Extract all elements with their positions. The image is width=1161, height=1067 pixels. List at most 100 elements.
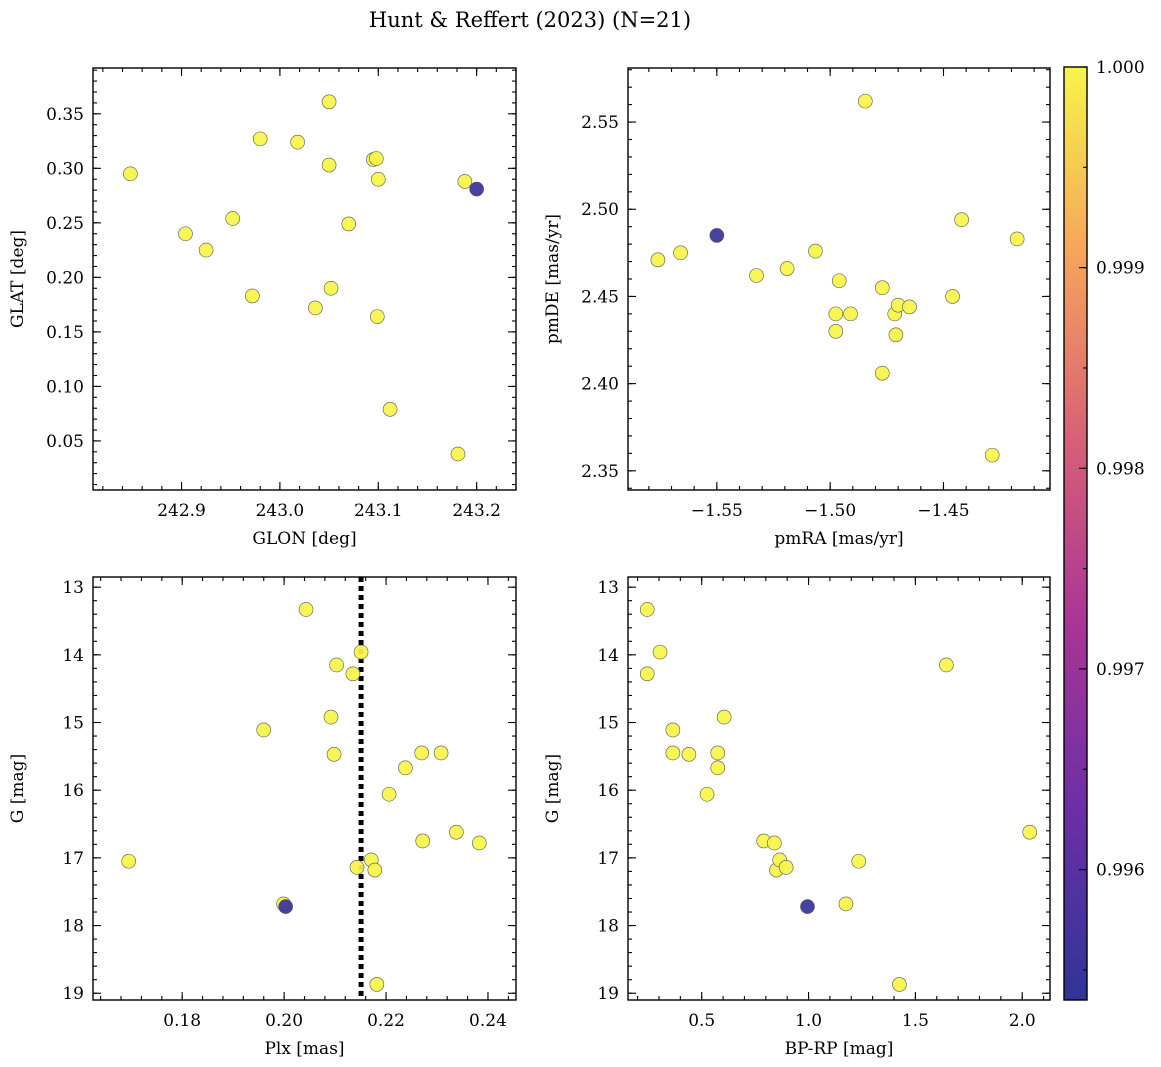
data-point bbox=[369, 151, 384, 166]
y-tick-label: 17 bbox=[597, 849, 619, 869]
y-tick-label: 18 bbox=[62, 917, 84, 937]
data-point bbox=[472, 835, 487, 851]
data-point bbox=[767, 835, 782, 851]
data-point bbox=[984, 447, 1000, 463]
y-tick-label: 14 bbox=[62, 646, 84, 666]
data-point bbox=[716, 709, 732, 725]
data-point bbox=[673, 245, 688, 261]
y-tick-label: 0.15 bbox=[46, 323, 84, 343]
y-tick-label: 19 bbox=[62, 984, 84, 1004]
colorbar-tick-label: 0.997 bbox=[1096, 660, 1145, 680]
y-axis-label: GLAT [deg] bbox=[8, 230, 28, 328]
y-tick-label: 19 bbox=[597, 984, 619, 1004]
data-point bbox=[123, 166, 138, 182]
data-point bbox=[710, 760, 726, 776]
x-axis-label: Plx [mas] bbox=[264, 1039, 344, 1059]
data-point bbox=[831, 273, 847, 289]
data-point bbox=[800, 899, 815, 914]
data-point bbox=[851, 853, 867, 869]
data-point bbox=[414, 745, 430, 761]
data-point bbox=[369, 977, 385, 992]
data-point bbox=[323, 709, 339, 725]
data-point bbox=[345, 666, 361, 682]
data-point bbox=[321, 94, 337, 110]
data-point bbox=[808, 243, 823, 259]
data-point bbox=[779, 261, 795, 276]
panel-3: 0.18 0.20 0.22 0.24 13 14 15 16 17 18 19 Plx [mas] G… bbox=[8, 576, 517, 1059]
y-tick-label: 0.05 bbox=[46, 432, 84, 452]
data-point bbox=[121, 853, 136, 869]
data-point bbox=[843, 306, 858, 322]
data-point bbox=[710, 745, 726, 761]
data-point bbox=[326, 747, 342, 762]
y-tick-label: 2.50 bbox=[581, 200, 619, 220]
y-tick-label: 0.30 bbox=[46, 159, 84, 179]
x-tick-label: 0.24 bbox=[469, 1011, 507, 1031]
y-tick-label: 17 bbox=[62, 849, 84, 869]
data-point bbox=[290, 134, 305, 150]
y-tick-label: 13 bbox=[62, 578, 84, 598]
data-point bbox=[369, 309, 385, 324]
colorbar-tick-label: 0.998 bbox=[1096, 459, 1145, 479]
data-point bbox=[1022, 824, 1038, 840]
colorbar-tick-label: 1.000 bbox=[1096, 58, 1145, 78]
axes-frame bbox=[92, 67, 517, 491]
data-point bbox=[828, 306, 844, 322]
colorbar-gradient bbox=[1064, 67, 1087, 1000]
data-point bbox=[323, 280, 339, 296]
data-point bbox=[298, 602, 314, 617]
data-point bbox=[415, 833, 431, 849]
x-axis-label: BP-RP [mag] bbox=[785, 1039, 894, 1059]
data-point bbox=[857, 93, 873, 109]
y-tick-label: 16 bbox=[597, 781, 619, 801]
data-point bbox=[954, 212, 969, 228]
data-point bbox=[709, 228, 725, 243]
y-tick-label: 15 bbox=[597, 714, 619, 734]
x-tick-label: 0.20 bbox=[265, 1011, 303, 1031]
y-tick-label: 13 bbox=[597, 578, 619, 598]
axes-frame bbox=[627, 67, 1051, 491]
data-point bbox=[469, 181, 484, 197]
data-point bbox=[902, 299, 917, 315]
data-point bbox=[639, 666, 655, 682]
y-tick-label: 2.40 bbox=[581, 375, 619, 395]
data-point bbox=[828, 324, 844, 339]
data-point bbox=[321, 157, 337, 173]
panel-4: 0.5 1.0 1.5 2.0 13 14 15 16 17 18 19 BP-RP [mag] G [… bbox=[543, 576, 1051, 1059]
x-tick-label: 2.0 bbox=[1009, 1011, 1036, 1031]
data-point bbox=[252, 131, 268, 147]
colorbar-tick-label: 0.996 bbox=[1096, 861, 1145, 881]
data-point bbox=[308, 300, 323, 316]
y-tick-label: 0.20 bbox=[46, 268, 84, 288]
panel-1: 242.9 243.0 243.1 243.2 0.05 0.10 0.15 0.20 0.25… bbox=[8, 67, 517, 549]
data-point bbox=[1009, 231, 1025, 247]
data-point bbox=[245, 288, 260, 304]
x-tick-label: 243.2 bbox=[452, 501, 501, 521]
data-point bbox=[652, 644, 668, 660]
y-tick-label: 2.35 bbox=[581, 462, 619, 482]
data-point bbox=[341, 216, 357, 232]
colorbar-frame bbox=[1063, 66, 1088, 1001]
data-point bbox=[639, 602, 655, 617]
axes-frame bbox=[92, 576, 517, 1001]
y-tick-label: 16 bbox=[62, 781, 84, 801]
data-point bbox=[450, 446, 466, 462]
data-point bbox=[874, 365, 890, 381]
data-point bbox=[329, 657, 344, 673]
data-point bbox=[939, 657, 954, 673]
x-tick-label: 1.0 bbox=[795, 1011, 822, 1031]
data-point bbox=[370, 171, 386, 187]
y-tick-label: 2.45 bbox=[581, 287, 619, 307]
x-tick-label: 0.18 bbox=[163, 1011, 201, 1031]
x-tick-label: 242.9 bbox=[157, 501, 206, 521]
data-point bbox=[256, 722, 272, 738]
data-point bbox=[449, 824, 464, 840]
data-point bbox=[398, 760, 413, 776]
x-tick-label: 1.5 bbox=[902, 1011, 929, 1031]
panel-2: −1.55 −1.50 −1.45 2.35 2.40 2.45 2.50 2.55 pmRA … bbox=[543, 67, 1051, 549]
data-point bbox=[892, 977, 907, 992]
data-point bbox=[381, 786, 397, 802]
data-point bbox=[699, 786, 715, 802]
data-point bbox=[888, 327, 904, 343]
